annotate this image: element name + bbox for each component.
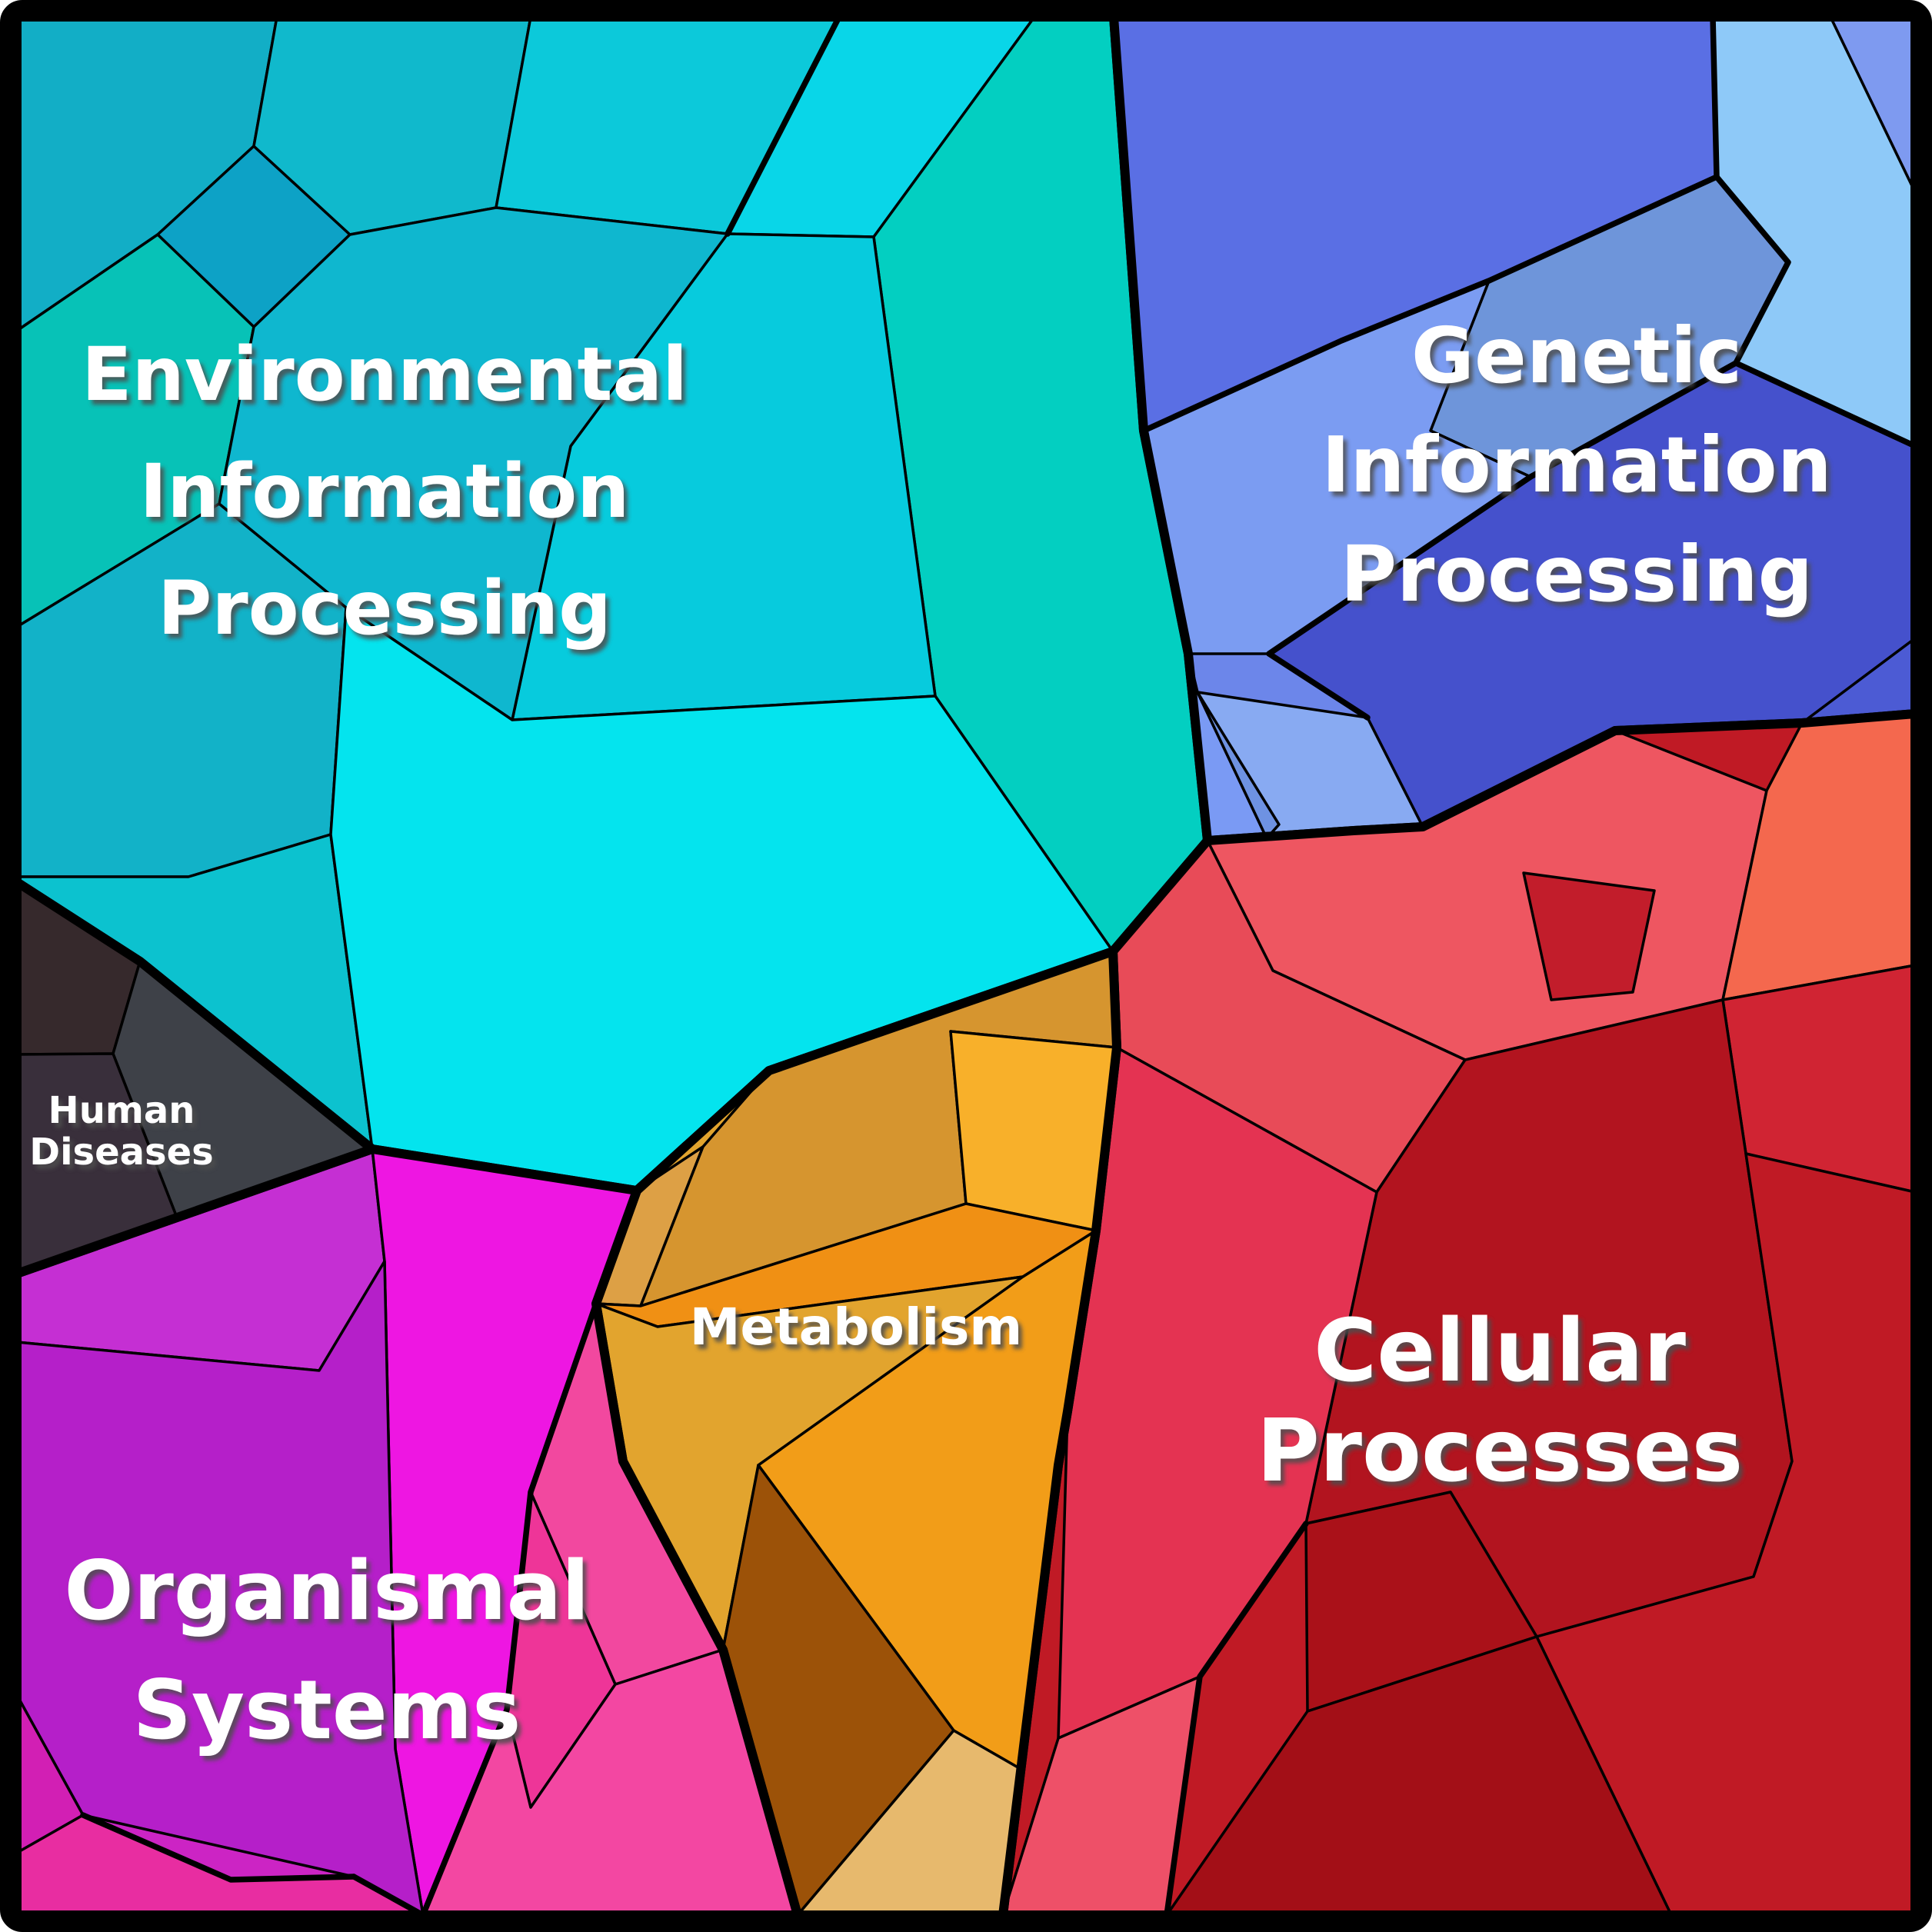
region-label-text: Information [139, 448, 629, 535]
region-cellular-processes [998, 709, 1920, 1920]
subgroup-border-genetic-information-processing-1 [1141, 174, 1720, 434]
region-label-shadow: Metabolism [694, 1302, 1026, 1361]
subgroup-border-genetic-information-processing-3 [1266, 360, 1739, 721]
region-label-shadow: Organismal [68, 1548, 594, 1643]
subgroup-border-genetic-information-processing-4 [1733, 360, 1918, 449]
region-label-text: Organismal [65, 1544, 590, 1638]
subgroup-border-organismal-systems-1 [80, 1812, 357, 1883]
subgroup-border-genetic-information-processing-0 [1710, 14, 1720, 180]
region-label-shadow: Cellular [1317, 1306, 1690, 1406]
treemap-labels-layer: EnvironmentalEnvironmentalInformationInf… [29, 311, 1836, 1762]
subgroup-border-genetic-information-processing-2 [1714, 174, 1791, 366]
region-label-shadow: Information [143, 453, 633, 539]
subgroup-border-organismal-systems-0 [420, 1301, 599, 1918]
region-genetic-information-processing [1109, 12, 1920, 845]
subgroup-border-cellular-processes-0 [1164, 1521, 1309, 1918]
region-label-text: Processes [1257, 1401, 1744, 1501]
region-label-shadow: Systems [137, 1667, 525, 1762]
treemap-cells-layer [12, 12, 1920, 1920]
region-metabolism [591, 947, 1121, 1920]
subgroup-border-organismal-systems-2 [351, 1874, 426, 1918]
region-label-shadow: Genetic [1415, 315, 1746, 405]
region-label-text: Diseases [29, 1131, 214, 1174]
subgroup-border-environmental-information-processing-0 [724, 14, 842, 237]
region-label-shadow: Processing [162, 570, 615, 656]
region-label-shadow: Environmental [85, 336, 691, 422]
region-label-text: Information [1321, 420, 1832, 510]
region-label-text: Processing [1341, 529, 1814, 619]
region-label-text: Processing [158, 565, 611, 651]
region-label-text: Genetic [1411, 311, 1742, 401]
region-label-shadow: Processing [1344, 534, 1817, 624]
region-label-shadow: Diseases [33, 1135, 218, 1178]
region-label-text: Environmental [82, 331, 688, 418]
region-label-text: Cellular [1314, 1301, 1686, 1401]
treemap-cell-metabolism-2[interactable] [949, 1030, 1118, 1232]
region-label-shadow: Human [52, 1094, 199, 1137]
region-label-text: Metabolism [690, 1297, 1022, 1357]
region-label-text: Systems [133, 1663, 521, 1757]
treemap-cell-cellular-processes-3[interactable] [1522, 871, 1656, 1001]
region-label-text: Human [48, 1089, 195, 1132]
region-label-shadow: Information [1325, 425, 1836, 515]
region-label-shadow: Processes [1261, 1406, 1747, 1506]
